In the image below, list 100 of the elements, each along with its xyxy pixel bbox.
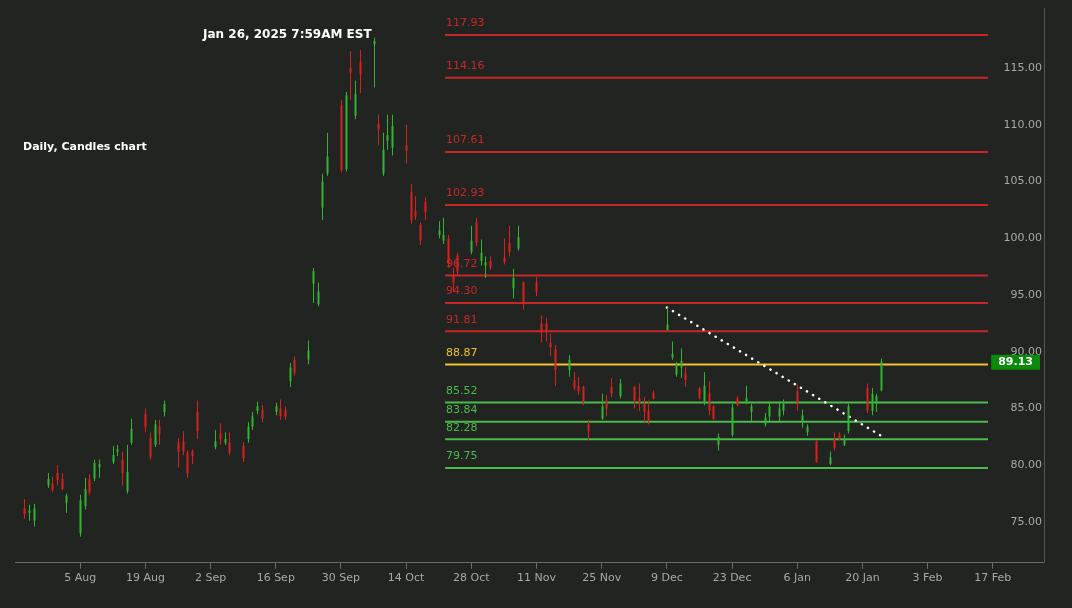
candlestick xyxy=(582,385,585,406)
y-tick-label: 105.00 xyxy=(1003,174,1042,188)
candlestick xyxy=(605,394,608,417)
candlestick xyxy=(84,477,87,510)
ref-line-label: 107.61 xyxy=(446,133,485,147)
x-tick-label: 28 Oct xyxy=(453,571,491,585)
candlestick xyxy=(130,418,133,446)
y-tick-label: 95.00 xyxy=(1010,287,1042,301)
candlestick xyxy=(545,317,548,343)
candlestick xyxy=(228,431,231,456)
candlestick xyxy=(801,409,804,429)
candlestick xyxy=(568,354,571,378)
candlestick xyxy=(419,221,422,246)
candlestick xyxy=(293,355,296,377)
x-tick-label: 16 Sep xyxy=(256,571,295,585)
candlestick xyxy=(93,459,96,482)
ref-line-label: 117.93 xyxy=(446,16,485,30)
ref-line-label: 82.28 xyxy=(446,420,478,434)
candlestick xyxy=(242,442,245,463)
x-tick-label: 5 Aug xyxy=(64,571,97,585)
candlestick xyxy=(866,383,869,414)
candlestick xyxy=(480,238,483,267)
x-tick-label: 19 Aug xyxy=(125,571,165,585)
x-tick-label: 25 Nov xyxy=(582,571,622,585)
candlestick xyxy=(875,393,878,413)
candlestick xyxy=(158,419,161,446)
candlestick xyxy=(88,473,91,496)
candlestick xyxy=(377,114,380,146)
annotation: 89.13 xyxy=(998,355,1033,368)
candlestick xyxy=(554,344,557,387)
ref-line-label: 102.93 xyxy=(446,186,485,200)
x-tick-label: 30 Sep xyxy=(321,571,361,585)
text: Jan 26, 2025 7:59AM EST xyxy=(203,27,372,41)
y-tick-label: 90.00 xyxy=(1010,344,1042,358)
candlestick xyxy=(796,384,799,412)
candlestick xyxy=(391,114,394,156)
candlestick xyxy=(512,268,515,299)
candlestick xyxy=(633,385,636,409)
candlestick xyxy=(871,387,874,416)
candlestick xyxy=(349,50,352,101)
candlestick xyxy=(144,408,147,433)
ref-line-label: 114.16 xyxy=(446,59,485,73)
text: Daily, Candles chart xyxy=(23,140,147,153)
ref-line-label: 83.84 xyxy=(446,403,478,417)
candlestick xyxy=(126,444,129,495)
candlestick xyxy=(65,493,68,514)
candlestick xyxy=(601,393,604,421)
x-tick-label: 9 Dec xyxy=(650,571,683,585)
candlestick xyxy=(359,49,362,94)
candlestick xyxy=(289,362,292,388)
candlestick xyxy=(154,419,157,448)
candlestick xyxy=(251,411,254,431)
x-tick-label: 3 Feb xyxy=(912,571,943,585)
candlestick xyxy=(703,371,706,406)
candlestick xyxy=(470,225,473,255)
candlestick xyxy=(745,385,748,405)
candlestick xyxy=(33,503,36,527)
candlestick xyxy=(196,400,199,440)
candlestick xyxy=(382,132,385,177)
candlestick xyxy=(517,225,520,252)
candlestick xyxy=(587,419,590,441)
candlestick xyxy=(214,429,217,450)
candlestick xyxy=(112,445,115,465)
candlestick xyxy=(354,80,357,120)
x-tick-label: 17 Feb xyxy=(974,571,1012,585)
candlestick xyxy=(312,267,315,304)
ref-line-label: 88.87 xyxy=(446,345,478,359)
candlestick xyxy=(23,498,26,520)
x-tick-label: 2 Sep xyxy=(194,571,227,585)
candlestick xyxy=(768,401,771,422)
candlestick xyxy=(647,400,650,425)
candlestick xyxy=(643,396,646,423)
candlestick xyxy=(815,439,818,464)
candlestick xyxy=(149,431,152,461)
candlestick xyxy=(535,276,538,297)
ref-line-label: 91.81 xyxy=(446,312,478,326)
candlestick xyxy=(708,380,711,416)
ref-line-label: 85.52 xyxy=(446,383,478,397)
candlestick xyxy=(56,464,59,487)
y-tick-label: 110.00 xyxy=(1003,117,1042,131)
candlestick xyxy=(573,371,576,391)
candlestick xyxy=(833,431,836,451)
candlestick xyxy=(121,451,124,487)
candlestick xyxy=(186,449,189,479)
candlestick xyxy=(540,314,543,344)
candlestick xyxy=(610,377,613,398)
y-tick-label: 85.00 xyxy=(1010,401,1042,415)
candlestick xyxy=(680,347,683,379)
candlestick xyxy=(317,282,320,307)
candlestick xyxy=(424,196,427,221)
candlestick xyxy=(307,339,310,365)
candlestick xyxy=(638,383,641,412)
candlestick xyxy=(577,376,580,396)
x-tick-label: 14 Oct xyxy=(387,571,426,585)
y-tick-label: 115.00 xyxy=(1003,60,1042,74)
candlestick xyxy=(484,255,487,279)
x-tick-label: 23 Dec xyxy=(712,571,752,585)
candlestick xyxy=(405,124,408,164)
candlestick xyxy=(219,422,222,446)
candlestick xyxy=(182,430,185,456)
